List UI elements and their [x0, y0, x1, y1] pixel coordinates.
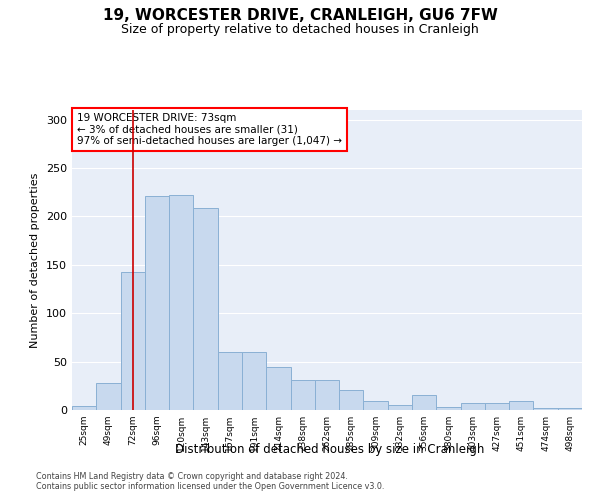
Bar	[436, 407, 461, 410]
Text: Contains HM Land Registry data © Crown copyright and database right 2024.: Contains HM Land Registry data © Crown c…	[36, 472, 348, 481]
Bar	[121, 272, 145, 410]
Bar	[364, 402, 388, 410]
Text: Contains public sector information licensed under the Open Government Licence v3: Contains public sector information licen…	[36, 482, 385, 491]
Bar	[290, 380, 315, 410]
Bar	[533, 408, 558, 410]
Text: 19 WORCESTER DRIVE: 73sqm
← 3% of detached houses are smaller (31)
97% of semi-d: 19 WORCESTER DRIVE: 73sqm ← 3% of detach…	[77, 113, 342, 146]
Bar	[315, 380, 339, 410]
Text: Distribution of detached houses by size in Cranleigh: Distribution of detached houses by size …	[175, 442, 485, 456]
Bar	[412, 394, 436, 410]
Bar	[96, 383, 121, 410]
Bar	[339, 390, 364, 410]
Bar	[388, 405, 412, 410]
Y-axis label: Number of detached properties: Number of detached properties	[31, 172, 40, 348]
Bar	[218, 352, 242, 410]
Bar	[485, 403, 509, 410]
Bar	[242, 352, 266, 410]
Bar	[145, 196, 169, 410]
Bar	[169, 195, 193, 410]
Bar	[72, 406, 96, 410]
Bar	[193, 208, 218, 410]
Text: 19, WORCESTER DRIVE, CRANLEIGH, GU6 7FW: 19, WORCESTER DRIVE, CRANLEIGH, GU6 7FW	[103, 8, 497, 22]
Bar	[558, 408, 582, 410]
Bar	[266, 368, 290, 410]
Bar	[461, 403, 485, 410]
Bar	[509, 402, 533, 410]
Text: Size of property relative to detached houses in Cranleigh: Size of property relative to detached ho…	[121, 22, 479, 36]
